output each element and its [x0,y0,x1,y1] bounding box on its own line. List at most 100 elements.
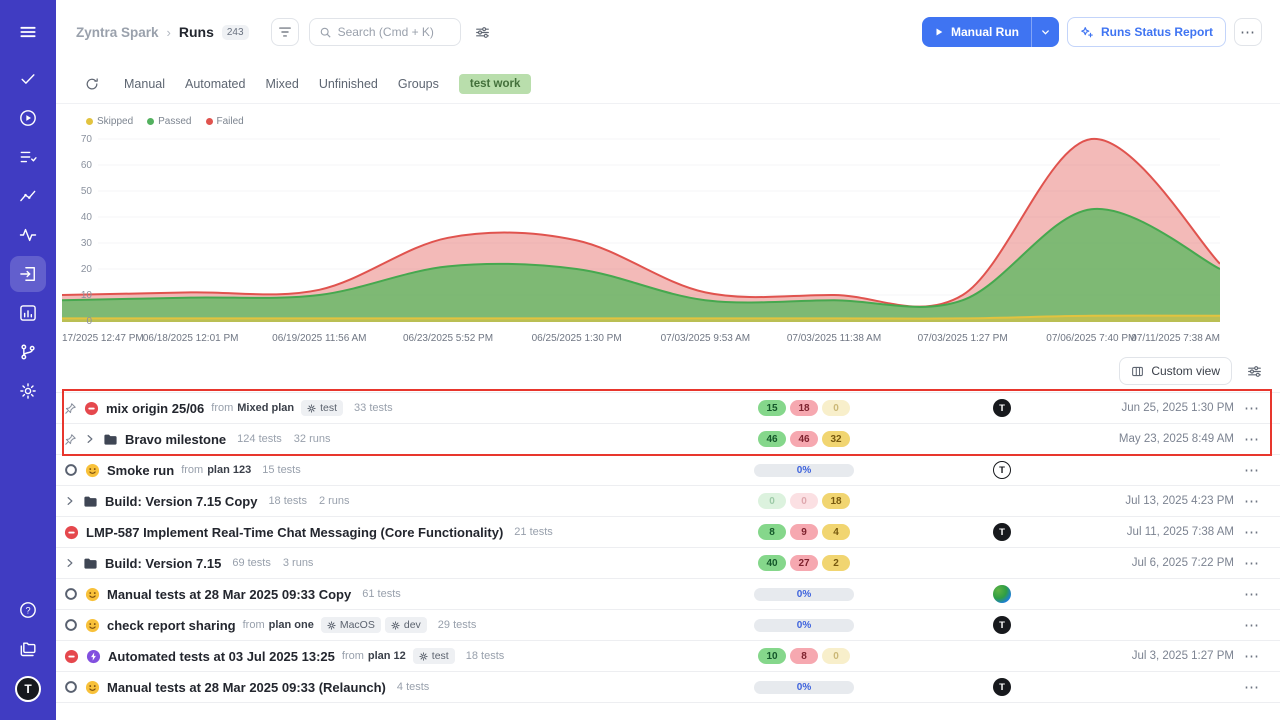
run-row[interactable]: Build: Version 7.15 69 tests 3 runs 40 27 2… [56,548,1280,579]
gear-icon [419,651,428,661]
row-menu-button[interactable]: ⋯ [1244,524,1260,541]
run-row[interactable]: mix origin 25/06 from Mixed plan test 33 … [56,393,1280,424]
run-assignee: T [984,399,1020,417]
manual-emoji-icon [85,618,100,633]
row-menu-button[interactable]: ⋯ [1244,648,1260,665]
tab-groups[interactable]: Groups [397,76,439,91]
row-menu-button[interactable]: ⋯ [1244,400,1260,417]
chevron-right-icon[interactable] [84,433,96,445]
tab-test-work[interactable]: test work [458,73,532,94]
tabs-container: Manual Automated Mixed Unfinished Groups [124,77,439,91]
play-icon [936,28,943,36]
sliders-icon[interactable] [471,20,495,44]
status-failed-icon [64,525,79,540]
area-chart [62,137,1220,322]
run-date: May 23, 2025 8:49 AM [1118,433,1234,445]
legend-item: Skipped [86,116,133,127]
tab-automated[interactable]: Automated [185,76,246,91]
run-date: Jul 3, 2025 1:27 PM [1131,650,1234,662]
row-menu-button[interactable]: ⋯ [1244,679,1260,696]
table-columns-icon [1132,366,1144,376]
search-input[interactable] [337,25,451,39]
passed-count-pill: 15 [758,400,786,416]
env-badge: test [412,648,455,664]
sidebar-item-activity-icon[interactable] [10,217,46,253]
row-menu-button[interactable]: ⋯ [1244,493,1260,510]
run-results: 0% [754,680,854,694]
progress-bar: 0% [754,463,854,477]
row-menu-button[interactable]: ⋯ [1244,586,1260,603]
chevron-right-icon[interactable] [64,495,76,507]
run-date: Jul 13, 2025 4:23 PM [1125,495,1234,507]
svg-text:?: ? [25,605,30,615]
run-title: Build: Version 7.15 [105,555,222,571]
status-in-progress-icon [64,680,78,694]
breadcrumb-project[interactable]: Zyntra Spark [76,24,159,40]
view-settings-icon[interactable] [1242,359,1266,383]
gear-icon [327,620,336,630]
run-row-left: Automated tests at 03 Jul 2025 13:25 fro… [64,648,754,664]
sidebar-item-analytics-icon[interactable] [10,178,46,214]
run-env-badges: MacOS dev [320,617,427,633]
manual-run-dropdown-button[interactable] [1030,17,1059,47]
sidebar-item-reports-icon[interactable] [10,295,46,331]
row-menu-button[interactable]: ⋯ [1244,431,1260,448]
sparkle-icon [1081,27,1093,38]
run-results: 0 0 18 [754,493,854,509]
run-date: Jul 11, 2025 7:38 AM [1126,526,1234,538]
sidebar-item-settings-icon[interactable] [10,373,46,409]
y-axis-label: 70 [80,134,92,145]
run-row[interactable]: LMP-587 Implement Real-Time Chat Messagi… [56,517,1280,548]
run-title: Manual tests at 28 Mar 2025 09:33 (Relau… [107,679,386,695]
env-badge: test [301,400,344,416]
sidebar-item-runs-icon[interactable] [10,256,46,292]
y-axis-label: 0 [86,316,92,327]
sidebar-item-tasks-icon[interactable] [10,61,46,97]
user-avatar[interactable]: T [15,676,41,702]
filter-tabs: Manual Automated Mixed Unfinished Groups tes… [56,64,1280,104]
run-row[interactable]: Smoke run from plan 123 15 tests 0% T ⋯ [56,455,1280,486]
run-row[interactable]: Manual tests at 28 Mar 2025 09:33 Copy 6… [56,579,1280,610]
sidebar-item-test-cases-icon[interactable] [10,139,46,175]
row-menu-button[interactable]: ⋯ [1244,617,1260,634]
run-row[interactable]: Automated tests at 03 Jul 2025 13:25 fro… [56,641,1280,672]
manual-run-button[interactable]: Manual Run [921,17,1031,47]
legend-item: Passed [147,116,192,127]
tab-unfinished[interactable]: Unfinished [318,76,378,91]
menu-icon[interactable] [10,14,46,50]
tab-manual[interactable]: Manual [124,76,165,91]
run-row[interactable]: check report sharing from plan one MacOS d… [56,610,1280,641]
filter-button[interactable] [270,18,299,46]
assignee-avatar: T [993,678,1011,696]
run-row-left: Build: Version 7.15 69 tests 3 runs [64,556,754,571]
tab-mixed[interactable]: Mixed [265,76,299,91]
sidebar-item-run-icon[interactable] [10,100,46,136]
run-row[interactable]: Bravo milestone 124 tests 32 runs 46 46 32 … [56,424,1280,455]
run-row-left: Build: Version 7.15 Copy 18 tests 2 runs [64,494,754,509]
custom-view-button[interactable]: Custom view [1119,357,1232,385]
run-row[interactable]: Manual tests at 28 Mar 2025 09:33 (Relau… [56,672,1280,703]
x-axis-label: 06/23/2025 5:52 PM [402,333,494,344]
run-results: 46 46 32 [754,431,854,447]
header-more-button[interactable]: ⋯ [1234,18,1262,46]
view-toolbar: Custom view [56,357,1280,385]
run-row-left: check report sharing from plan one MacOS d… [64,617,754,633]
failed-count-pill: 46 [790,431,818,447]
row-menu-button[interactable]: ⋯ [1244,555,1260,572]
row-menu-button[interactable]: ⋯ [1244,462,1260,479]
sidebar-item-branches-icon[interactable] [10,334,46,370]
refresh-views-icon[interactable] [80,72,104,96]
run-row[interactable]: Build: Version 7.15 Copy 18 tests 2 runs … [56,486,1280,517]
help-icon[interactable]: ? [10,592,46,628]
run-title: Bravo milestone [125,431,227,447]
run-meta: 29 tests [437,619,477,631]
chevron-right-icon[interactable] [64,557,76,569]
folder-icon [83,556,98,571]
projects-icon[interactable] [10,631,46,667]
run-results: 0% [754,587,854,601]
run-assignee [984,585,1020,603]
runs-chart: 0 10 20 30 40 50 60 70 [62,134,1220,331]
run-meta: 4 tests [396,681,430,693]
skipped-count-pill: 18 [822,493,850,509]
runs-status-report-button[interactable]: Runs Status Report [1066,17,1226,47]
